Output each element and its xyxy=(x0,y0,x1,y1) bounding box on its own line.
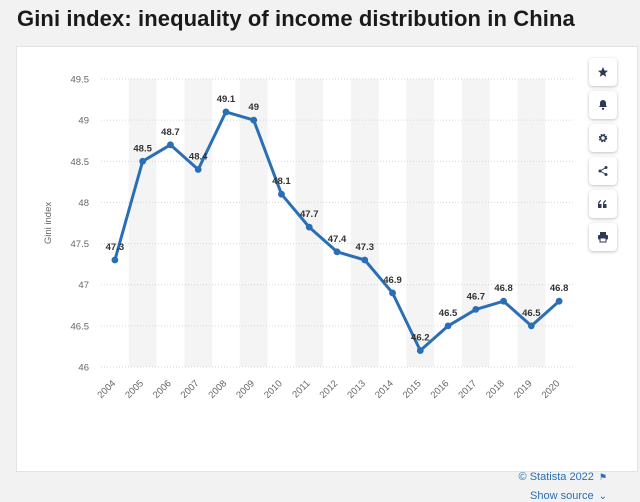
data-label: 46.9 xyxy=(383,275,402,286)
data-point xyxy=(278,190,285,198)
star-icon xyxy=(598,67,608,77)
y-tick-label: 46 xyxy=(78,363,89,374)
data-label: 47.7 xyxy=(300,209,319,220)
column-band xyxy=(350,79,379,367)
credit-text: © Statista 2022 xyxy=(518,471,594,483)
cite-button[interactable] xyxy=(589,190,617,218)
print-button[interactable] xyxy=(589,223,617,251)
quote-icon xyxy=(598,200,607,208)
x-tick-label: 2015 xyxy=(401,378,424,401)
data-label: 46.5 xyxy=(439,308,458,319)
y-tick-label: 46.5 xyxy=(71,321,90,332)
x-tick-label: 2006 xyxy=(151,378,174,401)
show-source-link[interactable]: Show source ⌄ xyxy=(530,490,607,502)
data-point xyxy=(500,297,507,305)
column-band xyxy=(461,79,490,367)
data-label: 46.7 xyxy=(467,291,486,302)
show-source-text: Show source xyxy=(530,490,594,502)
data-point xyxy=(250,116,258,124)
chart-toolbar xyxy=(589,58,617,256)
x-tick-label: 2016 xyxy=(429,378,452,401)
y-tick-label: 49 xyxy=(78,116,89,127)
data-point xyxy=(416,347,424,354)
y-tick-label: 47 xyxy=(78,280,89,291)
data-point xyxy=(222,108,230,116)
data-label: 47.3 xyxy=(356,242,375,253)
column-band xyxy=(184,79,213,367)
column-band xyxy=(239,79,268,367)
data-label: 49.1 xyxy=(217,94,236,105)
data-point xyxy=(139,157,147,165)
share-icon xyxy=(598,166,608,176)
data-point xyxy=(305,223,313,231)
data-point xyxy=(194,166,202,173)
data-label: 47.3 xyxy=(106,242,125,253)
settings-button[interactable] xyxy=(589,124,617,152)
column-band xyxy=(128,79,157,367)
y-tick-label: 48 xyxy=(78,198,89,209)
x-tick-label: 2011 xyxy=(290,378,312,400)
x-tick-label: 2012 xyxy=(318,378,341,401)
data-point xyxy=(444,322,452,330)
data-label: 49 xyxy=(248,102,259,113)
bell-icon xyxy=(599,100,607,110)
data-point xyxy=(527,322,535,330)
data-point xyxy=(555,297,563,305)
data-point xyxy=(333,248,341,256)
page-title: Gini index: inequality of income distrib… xyxy=(17,6,575,31)
x-tick-label: 2018 xyxy=(484,378,507,401)
x-tick-label: 2005 xyxy=(123,378,146,401)
y-tick-label: 49.5 xyxy=(71,75,90,86)
x-tick-label: 2007 xyxy=(179,378,202,401)
data-point xyxy=(472,306,480,313)
data-label: 48.5 xyxy=(133,143,152,154)
data-label: 46.2 xyxy=(411,333,430,344)
statista-credit[interactable]: © Statista 2022 ⚑ xyxy=(519,471,607,483)
data-label: 46.5 xyxy=(522,308,541,319)
y-axis-label: Gini index xyxy=(43,202,54,244)
data-point xyxy=(361,256,369,264)
series-line xyxy=(113,110,561,352)
y-tick-label: 48.5 xyxy=(71,157,90,168)
x-tick-label: 2014 xyxy=(373,378,396,401)
chart-card: 46 46.5 47 47.5 48 48.5 49 49.5 Gini index 2004 20… xyxy=(16,46,638,502)
data-label: 48.7 xyxy=(161,127,180,138)
x-tick-label: 2008 xyxy=(207,378,230,401)
x-tick-label: 2010 xyxy=(262,378,285,401)
share-button[interactable] xyxy=(589,157,617,185)
x-tick-label: 2017 xyxy=(456,378,479,401)
column-band xyxy=(406,79,435,367)
gear-icon xyxy=(598,133,608,143)
data-point xyxy=(167,141,174,149)
data-label: 46.8 xyxy=(550,283,569,294)
data-label: 48.1 xyxy=(272,176,291,187)
data-label: 48.4 xyxy=(189,152,208,163)
data-label: 47.4 xyxy=(328,234,347,245)
chevron-down-icon: ⌄ xyxy=(598,491,607,502)
data-label: 46.8 xyxy=(494,283,513,294)
print-icon xyxy=(598,232,608,243)
data-point xyxy=(111,256,119,264)
x-tick-label: 2009 xyxy=(234,378,257,401)
data-point xyxy=(389,289,396,297)
x-tick-label: 2013 xyxy=(345,378,368,401)
x-tick-label: 2019 xyxy=(512,378,535,401)
x-tick-label: 2004 xyxy=(95,378,118,401)
column-band xyxy=(295,79,324,367)
y-tick-label: 47.5 xyxy=(71,239,90,250)
favorite-button[interactable] xyxy=(589,58,617,86)
notification-button[interactable] xyxy=(589,91,617,119)
x-tick-label: 2020 xyxy=(540,378,563,401)
